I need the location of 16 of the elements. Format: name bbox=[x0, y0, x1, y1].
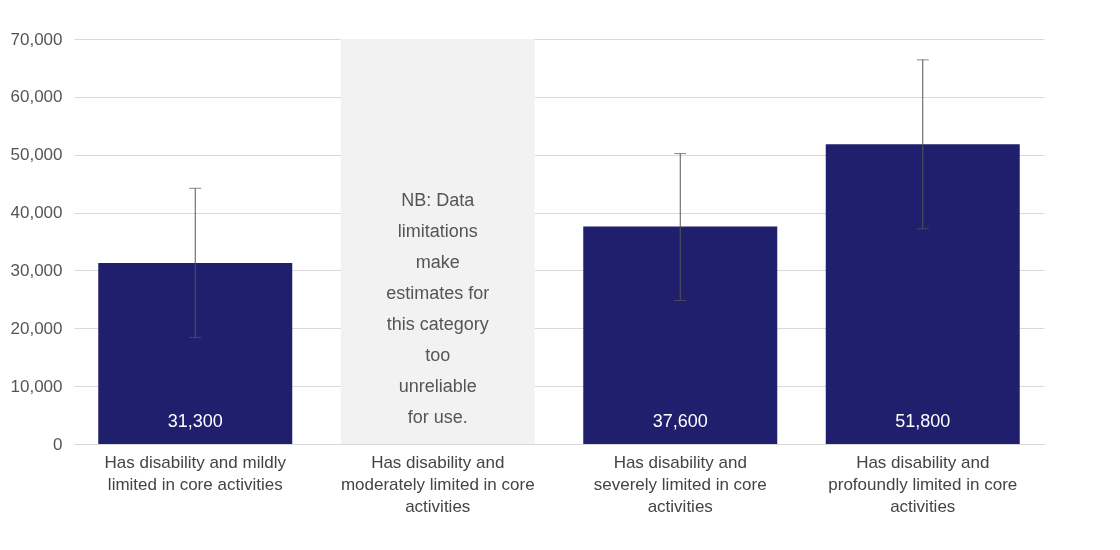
band-label: NB: Data limitations make estimates for this category too unreliable for use. bbox=[386, 190, 490, 427]
x-tick-label: Has disability and profoundly limited in core activities bbox=[828, 452, 1018, 516]
x-tick-label: Has disability and mildly limited in core activities bbox=[104, 452, 287, 494]
y-tick-label: 40,000 bbox=[10, 203, 63, 223]
y-tick-label: 70,000 bbox=[10, 29, 63, 49]
y-tick-label: 0 bbox=[53, 434, 63, 454]
y-tick-label: 60,000 bbox=[10, 87, 63, 107]
y-tick-label: 20,000 bbox=[10, 318, 63, 338]
x-tick-label: Has disability and severely limited in core activities bbox=[593, 452, 767, 516]
data-label: 31,300 bbox=[167, 411, 223, 431]
y-tick-label: 10,000 bbox=[10, 376, 63, 396]
x-tick-label: Has disability and moderately limited in core activities bbox=[340, 452, 535, 516]
y-tick-label: 50,000 bbox=[10, 145, 63, 165]
y-tick-label: 30,000 bbox=[10, 260, 63, 280]
data-label: 37,600 bbox=[652, 411, 708, 431]
data-label: 51,800 bbox=[895, 411, 951, 431]
